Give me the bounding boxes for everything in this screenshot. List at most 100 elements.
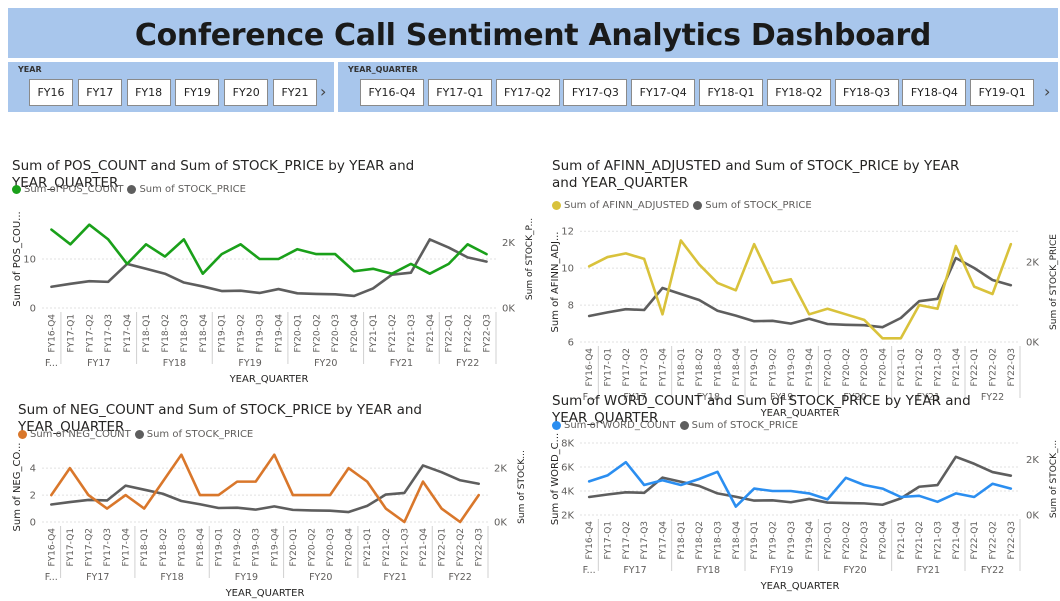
x-tick-label: FY18-Q3 — [714, 348, 724, 387]
legend-item[interactable]: Sum of AFINN_ADJUSTED — [552, 200, 689, 211]
slicer-chip[interactable]: FY19 — [175, 79, 220, 106]
x-tick-label: FY21-Q2 — [388, 314, 398, 353]
y2-tick-label: 0K — [502, 304, 515, 315]
slicer-chip[interactable]: FY19-Q1 — [970, 79, 1035, 106]
x-tick-label: FY17-Q2 — [622, 348, 632, 387]
series-line[interactable] — [587, 239, 1013, 340]
slicer-chip[interactable]: FY18-Q2 — [766, 79, 831, 106]
x-tick-label: FY22-Q1 — [445, 314, 455, 353]
slicer-chip[interactable]: FY18-Q4 — [902, 79, 967, 106]
x-tick-label: FY17-Q2 — [84, 528, 94, 567]
legend-label: Sum of AFINN_ADJUSTED — [564, 200, 690, 211]
x-tick-label: FY19-Q1 — [750, 521, 760, 560]
x-tick-label: FY20-Q2 — [842, 521, 852, 560]
legend-item[interactable]: Sum of STOCK_PRICE — [679, 420, 798, 431]
y2-tick-label: 2K — [1026, 258, 1039, 269]
slicer-chip[interactable]: FY18 — [126, 79, 171, 106]
x-group-label: FY22 — [448, 572, 471, 583]
legend-item[interactable]: Sum of STOCK_PRICE — [134, 429, 253, 440]
series-line[interactable] — [50, 238, 488, 298]
chart-plot: 6 8 10 12 0K 2K Sum of AFINN_ADJ... Sum of STOC… — [550, 227, 1059, 419]
x-tick-label: FY17-Q4 — [122, 528, 132, 567]
legend-marker-icon — [12, 185, 21, 194]
x-tick-label: FY16-Q4 — [585, 521, 595, 560]
x-tick-label: FY20-Q1 — [293, 314, 303, 353]
x-tick-label: FY19-Q3 — [256, 314, 266, 353]
x-axis-title: YEAR_QUARTER — [760, 408, 840, 419]
series-line[interactable] — [50, 223, 488, 275]
x-tick-label: FY21-Q3 — [400, 528, 410, 567]
x-group-label: FY18 — [160, 572, 183, 583]
legend-item[interactable]: Sum of STOCK_PRICE — [127, 184, 246, 195]
year-quarter-slicer-label: YEAR_QUARTER — [348, 65, 418, 74]
x-group-label: FY20 — [314, 358, 337, 369]
chevron-right-icon[interactable]: › — [1044, 82, 1051, 101]
x-tick-label: FY22-Q3 — [1007, 348, 1017, 387]
y2-axis-title: Sum of STOCK_PRICE — [1049, 234, 1059, 330]
x-tick-label: FY20-Q3 — [326, 528, 336, 567]
slicer-chip[interactable]: FY16-Q4 — [360, 79, 424, 106]
chart-title: Sum of POS_COUNT and Sum of STOCK_PRICE … — [12, 158, 415, 191]
y-tick-label: 2 — [30, 491, 36, 502]
slicer-chip[interactable]: FY21 — [273, 79, 317, 106]
neg-count-chart: Sum of NEG_COUNT and Sum of STOCK_PRICE … — [12, 402, 527, 601]
dashboard-title: Conference Call Sentiment Analytics Dash… — [134, 18, 932, 53]
slicer-chip[interactable]: FY18-Q1 — [699, 79, 763, 106]
chart-legend: Sum of AFINN_ADJUSTED Sum of STOCK_PRICE — [552, 200, 816, 211]
legend-label: Sum of STOCK_PRICE — [705, 200, 812, 211]
x-tick-label: FY21-Q2 — [915, 348, 925, 387]
slicer-chip[interactable]: FY18-Q3 — [834, 79, 899, 106]
x-tick-label: FY22-Q1 — [970, 348, 980, 387]
chevron-right-icon[interactable]: › — [320, 82, 327, 101]
x-tick-label: FY21-Q2 — [915, 521, 925, 560]
legend-item[interactable]: Sum of NEG_COUNT — [18, 429, 131, 440]
x-group-label: FY17 — [86, 572, 109, 583]
slicer-chip[interactable]: FY17-Q3 — [563, 79, 628, 106]
x-tick-label: FY20-Q2 — [312, 314, 322, 353]
x-tick-label: FY18-Q3 — [180, 314, 190, 353]
y-tick-label: 0 — [30, 304, 36, 315]
series-line[interactable] — [49, 464, 481, 514]
x-tick-label: FY21-Q3 — [934, 521, 944, 560]
x-tick-label: FY19-Q2 — [769, 348, 779, 387]
x-group-label: FY21 — [917, 565, 940, 576]
x-tick-label: FY17-Q4 — [659, 521, 669, 560]
legend-item[interactable]: Sum of WORD_COUNT — [552, 420, 676, 431]
x-tick-label: FY22-Q3 — [483, 314, 493, 353]
chart-legend: Sum of NEG_COUNT Sum of STOCK_PRICE — [18, 429, 257, 440]
slicer-chip[interactable]: FY17-Q1 — [427, 79, 492, 106]
x-tick-label: FY21-Q1 — [369, 314, 379, 353]
y-tick-label: 10 — [561, 264, 574, 275]
x-tick-label: FY22-Q1 — [970, 521, 980, 560]
x-tick-label: FY18-Q3 — [177, 528, 187, 567]
series-line[interactable] — [49, 453, 481, 524]
x-group-label: FY22 — [981, 392, 1004, 403]
y-tick-label: 4K — [561, 487, 574, 498]
x-axis-title: YEAR_QUARTER — [229, 374, 309, 385]
slicer-chip[interactable]: FY17-Q2 — [495, 79, 560, 106]
legend-label: Sum of WORD_COUNT — [564, 420, 676, 431]
series-line[interactable] — [587, 256, 1013, 329]
slicer-chip[interactable]: FY20 — [224, 79, 269, 106]
chart-legend: Sum of POS_COUNT Sum of STOCK_PRICE — [12, 184, 250, 195]
slicer-chip[interactable]: FY17 — [77, 79, 122, 106]
x-group-label: FY20 — [843, 392, 866, 403]
legend-item[interactable]: Sum of STOCK_PRICE — [693, 200, 812, 211]
x-tick-label: FY19-Q1 — [750, 348, 760, 387]
x-tick-label: FY17-Q1 — [66, 314, 76, 353]
chart-legend: Sum of WORD_COUNT Sum of STOCK_PRICE — [552, 420, 802, 431]
x-tick-label: FY17-Q3 — [104, 314, 114, 353]
x-group-label: FY18 — [697, 392, 720, 403]
slicer-chip[interactable]: FY17-Q4 — [631, 79, 696, 106]
series-line[interactable] — [587, 460, 1013, 508]
y-tick-label: 4 — [30, 464, 36, 475]
y2-axis-title: Sum of STOCK_... — [1049, 440, 1059, 518]
x-tick-label: FY21-Q2 — [382, 528, 392, 567]
year-slicer-label: YEAR — [18, 65, 42, 74]
legend-item[interactable]: Sum of POS_COUNT — [12, 184, 123, 195]
x-tick-label: FY20-Q4 — [879, 348, 889, 387]
x-tick-label: FY17-Q3 — [640, 521, 650, 560]
slicer-chip[interactable]: FY16 — [29, 79, 73, 106]
x-tick-label: FY19-Q4 — [274, 314, 284, 353]
